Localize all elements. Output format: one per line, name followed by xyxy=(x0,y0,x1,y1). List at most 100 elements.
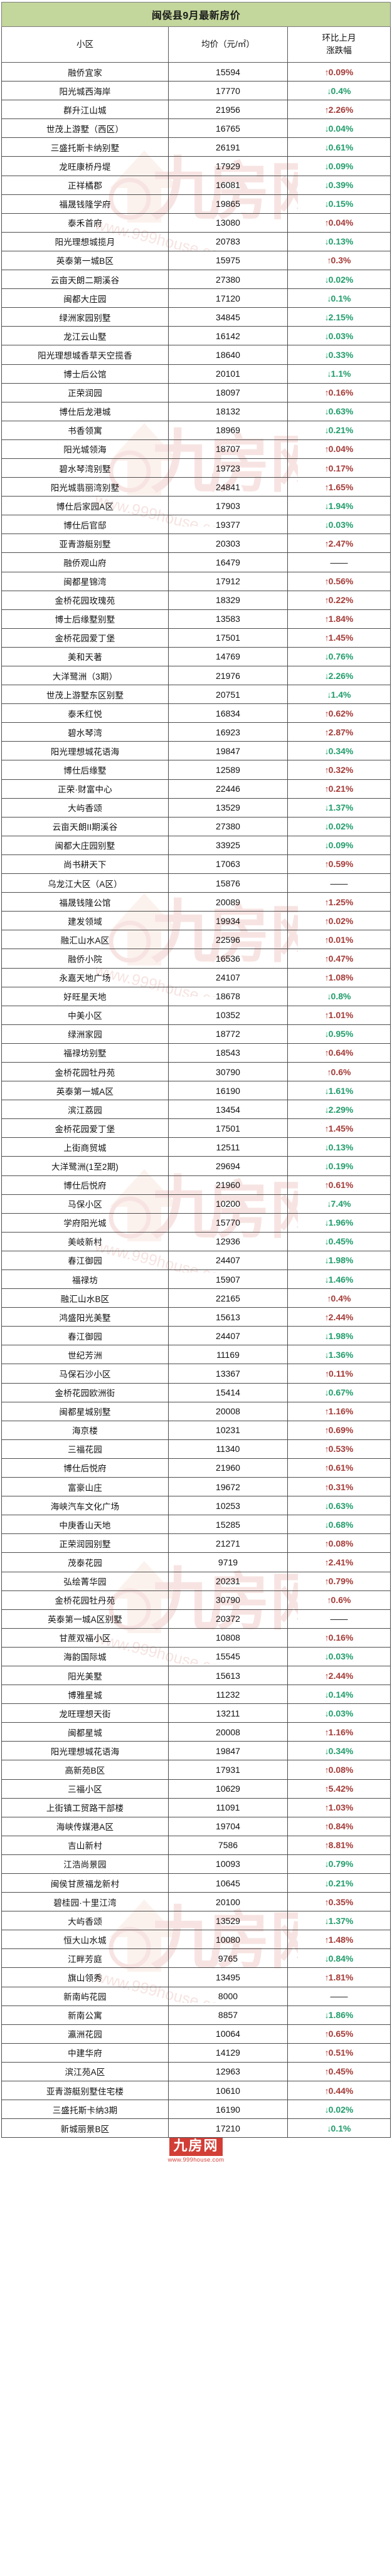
cell-average-price: 10231 xyxy=(168,1420,288,1440)
change-value: 0.21% xyxy=(328,784,354,794)
change-value: —— xyxy=(330,1991,348,2002)
arrow-down-icon: ↓ xyxy=(324,1160,329,1171)
cell-community-name: 福晟钱隆学府 xyxy=(1,194,169,214)
cell-average-price: 18543 xyxy=(168,1043,288,1063)
change-value: 0.68% xyxy=(328,1519,354,1530)
site-logo-url: www.999house.com xyxy=(167,2156,225,2163)
site-logo-text: 九房网 xyxy=(169,2138,223,2156)
cell-community-name: 闽都大庄园 xyxy=(1,288,169,308)
table-row: 金桥花园爱丁堡 17501 ↑1.45% xyxy=(1,628,391,648)
cell-average-price: 24107 xyxy=(168,967,288,987)
arrow-up-icon: ↑ xyxy=(324,576,329,587)
arrow-down-icon: ↓ xyxy=(324,2104,329,2115)
change-value: 0.32% xyxy=(328,765,354,775)
cell-change-rate: ↓0.95% xyxy=(287,1024,391,1044)
arrow-down-icon: ↓ xyxy=(324,1387,329,1398)
arrow-down-icon: ↓ xyxy=(324,123,329,134)
table-row: 新城丽景B区 17210 ↓0.1% xyxy=(1,2118,391,2138)
cell-community-name: 融侨宜家 xyxy=(1,61,169,82)
arrow-down-icon: ↓ xyxy=(324,651,329,662)
cell-average-price: 17120 xyxy=(168,288,288,308)
change-value: 0.1% xyxy=(331,293,351,303)
cell-community-name: 碧水琴湾别墅 xyxy=(1,458,169,478)
cell-change-rate: ↓0.4% xyxy=(287,81,391,101)
table-row: 龙旺康桥丹堤 17929 ↓0.09% xyxy=(1,156,391,176)
cell-average-price: 16765 xyxy=(168,118,288,139)
table-row: 海峡传媒港A区 19704 ↑0.84% xyxy=(1,1816,391,1836)
cell-community-name: 阳光理想城花语海 xyxy=(1,1741,169,1761)
arrow-down-icon: ↓ xyxy=(324,1236,329,1247)
change-value: 0.44% xyxy=(328,2085,354,2096)
arrow-up-icon: ↑ xyxy=(324,595,329,606)
cell-change-rate: ↓0.39% xyxy=(287,175,391,195)
cell-community-name: 三盛托斯卡纳3期 xyxy=(1,2100,169,2120)
change-value: 0.8% xyxy=(331,991,351,1002)
cell-change-rate: ↓0.68% xyxy=(287,1515,391,1535)
cell-change-rate: ↓1.86% xyxy=(287,2005,391,2025)
table-row: 金桥花园爱丁堡 17501 ↑1.45% xyxy=(1,1118,391,1138)
cell-average-price: 15975 xyxy=(168,250,288,271)
cell-average-price: 15414 xyxy=(168,1382,288,1402)
cell-change-rate: ↓0.33% xyxy=(287,345,391,365)
arrow-up-icon: ↑ xyxy=(324,463,329,473)
change-value: 0.17% xyxy=(328,463,354,473)
cell-community-name: 绿洲家园 xyxy=(1,1024,169,1044)
cell-change-rate: ↑0.59% xyxy=(287,854,391,875)
cell-community-name: 英泰第一城A区别墅 xyxy=(1,1609,169,1629)
arrow-down-icon: ↓ xyxy=(324,199,329,209)
arrow-up-icon: ↑ xyxy=(324,1406,329,1417)
arrow-up-icon: ↑ xyxy=(327,1595,332,1606)
cell-average-price: 16142 xyxy=(168,326,288,346)
cell-community-name: 春江御园 xyxy=(1,1326,169,1346)
cell-community-name: 闽侯甘蔗福龙新村 xyxy=(1,1873,169,1893)
cell-average-price: 16190 xyxy=(168,1081,288,1101)
change-value: 0.6% xyxy=(331,1595,351,1606)
change-value: 1.37% xyxy=(328,1915,354,1926)
arrow-down-icon: ↓ xyxy=(324,745,329,756)
cell-community-name: 亚青游艇别墅 xyxy=(1,534,169,554)
change-value: 0.02% xyxy=(328,2104,354,2115)
cell-community-name: 甘蔗双福小区 xyxy=(1,1627,169,1648)
table-row: 博仕后龙港城 18132 ↓0.63% xyxy=(1,401,391,421)
table-row: 融汇山水A区 22596 ↑0.01% xyxy=(1,930,391,950)
cell-average-price: 27380 xyxy=(168,270,288,290)
change-value: 0.13% xyxy=(328,1142,354,1152)
cell-community-name: 中建华府 xyxy=(1,2042,169,2063)
cell-average-price: 17063 xyxy=(168,854,288,875)
cell-change-rate: ↑0.35% xyxy=(287,1892,391,1912)
arrow-down-icon: ↓ xyxy=(324,1878,329,1888)
change-value: 0.31% xyxy=(328,1481,354,1492)
cell-change-rate: ↓0.13% xyxy=(287,1137,391,1157)
change-value: 1.25% xyxy=(328,896,354,907)
cell-community-name: 金桥花园牡丹苑 xyxy=(1,1061,169,1082)
cell-community-name: 碧桂园·十里江湾 xyxy=(1,1892,169,1912)
table-row: 滨江苑A区 12963 ↑0.45% xyxy=(1,2061,391,2082)
cell-community-name: 金桥花园欧洲街 xyxy=(1,1382,169,1402)
table-row: 江浩尚景园 10093 ↓0.79% xyxy=(1,1854,391,1874)
table-row: 碧水琴湾 16923 ↑2.87% xyxy=(1,722,391,742)
change-value: 0.59% xyxy=(328,859,354,870)
cell-average-price: 10200 xyxy=(168,1194,288,1214)
table-row: 英泰第一城B区 15975 ↑0.3% xyxy=(1,250,391,271)
arrow-up-icon: ↑ xyxy=(324,1896,329,1907)
arrow-up-icon: ↑ xyxy=(324,1670,329,1681)
change-value: 1.45% xyxy=(328,1123,354,1133)
site-logo-watermark: 九房网 www.999house.com xyxy=(1,2138,391,2163)
table-row: 金桥花园欧洲街 15414 ↓0.67% xyxy=(1,1382,391,1402)
cell-community-name: 上街镇工贸路干部楼 xyxy=(1,1797,169,1817)
table-row: 马保小区 10200 ↓7.4% xyxy=(1,1194,391,1214)
cell-average-price: 22165 xyxy=(168,1288,288,1308)
cell-community-name: 福禄坊 xyxy=(1,1269,169,1290)
cell-change-rate: ↓0.1% xyxy=(287,2118,391,2138)
change-value: 2.26% xyxy=(328,670,354,681)
table-row: 福禄坊 15907 ↓1.46% xyxy=(1,1269,391,1290)
table-row: 龙江云山墅 16142 ↓0.03% xyxy=(1,326,391,346)
table-row: 高新苑B区 17931 ↑0.08% xyxy=(1,1760,391,1780)
change-value: 0.45% xyxy=(328,2066,354,2077)
table-row: 恒大山水城 10080 ↑1.48% xyxy=(1,1930,391,1950)
change-value: 0.34% xyxy=(328,1745,354,1756)
cell-change-rate: ↑2.41% xyxy=(287,1552,391,1572)
cell-change-rate: ↑0.04% xyxy=(287,213,391,233)
cell-community-name: 博雅星城 xyxy=(1,1685,169,1705)
change-value: 1.81% xyxy=(328,1972,354,1983)
